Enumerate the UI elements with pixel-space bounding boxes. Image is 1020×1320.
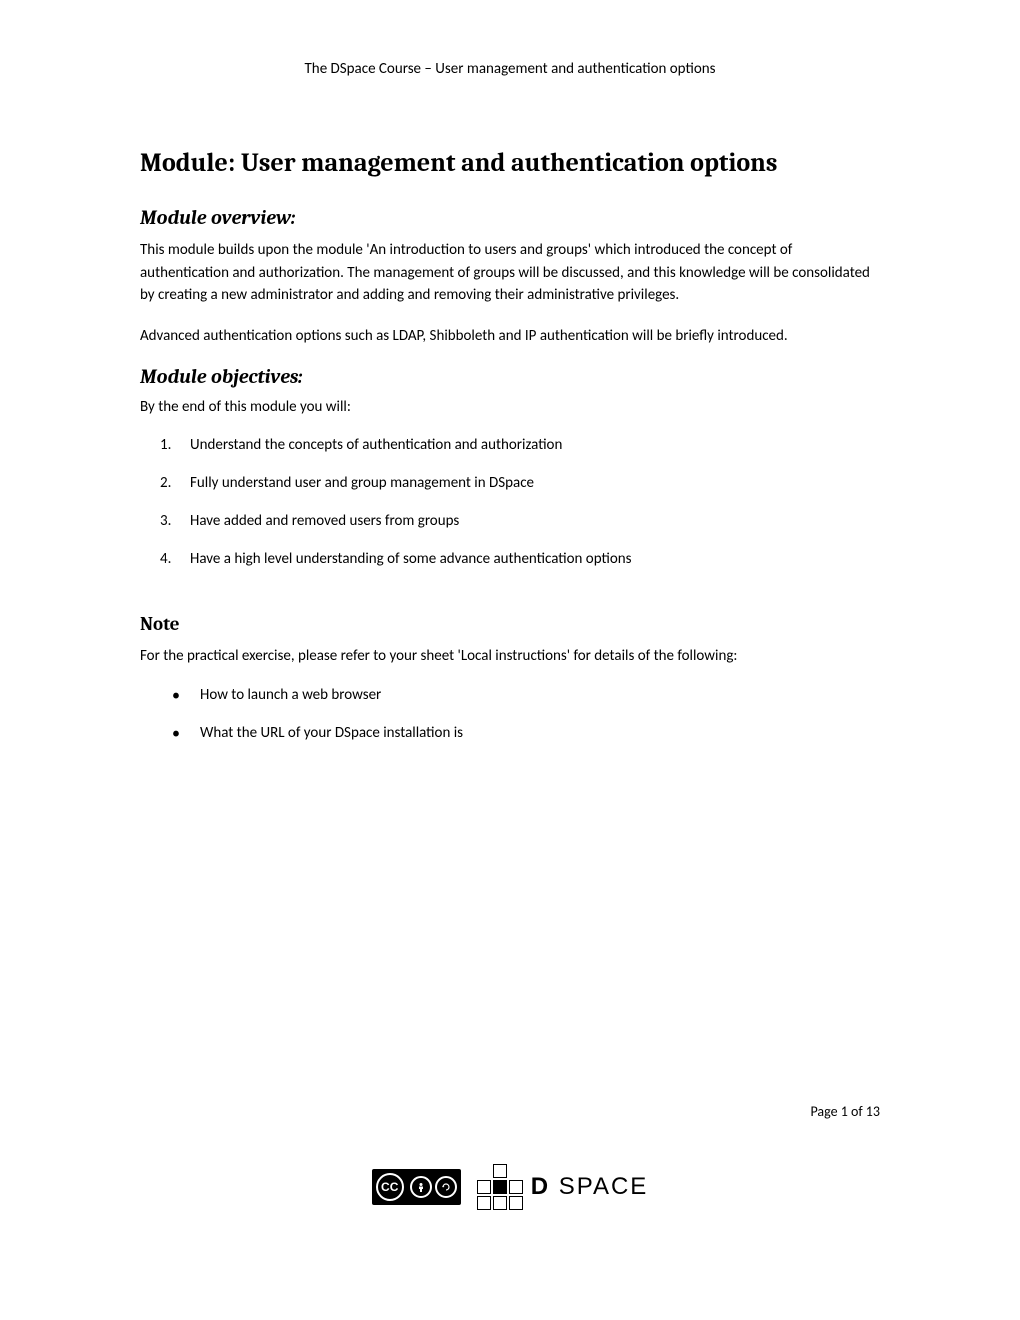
list-item: 2.Fully understand user and group manage… [190, 474, 880, 492]
note-bullet-list: How to launch a web browser What the URL… [140, 686, 880, 742]
cc-sa-icon [435, 1176, 457, 1198]
cc-logo-icon: CC [376, 1173, 404, 1201]
list-item: 3.Have added and removed users from grou… [190, 512, 880, 530]
note-section: Note For the practical exercise, please … [140, 613, 880, 742]
note-paragraph: For the practical exercise, please refer… [140, 645, 880, 668]
list-item: 1.Understand the concepts of authenticat… [190, 436, 880, 454]
list-item: 4.Have a high level understanding of som… [190, 550, 880, 568]
list-item: How to launch a web browser [200, 686, 880, 704]
objectives-list: 1.Understand the concepts of authenticat… [140, 436, 880, 568]
bullet-text: How to launch a web browser [200, 686, 381, 704]
module-title: Module: User management and authenticati… [140, 148, 880, 178]
note-heading: Note [140, 613, 880, 635]
list-item: What the URL of your DSpace installation… [200, 724, 880, 742]
dspace-logo: D SPACE [477, 1164, 649, 1210]
overview-paragraph-2: Advanced authentication options such as … [140, 325, 880, 348]
objectives-heading: Module objectives: [140, 365, 880, 388]
overview-heading: Module overview: [140, 206, 880, 229]
objectives-intro: By the end of this module you will: [140, 398, 880, 416]
objective-text: Fully understand user and group manageme… [190, 474, 534, 492]
footer-logos: CC D SPACE [0, 1164, 1020, 1210]
bullet-text: What the URL of your DSpace installation… [200, 724, 463, 742]
overview-paragraph-1: This module builds upon the module 'An i… [140, 239, 880, 307]
page-number: Page 1 of 13 [810, 1103, 880, 1120]
dspace-d: D [531, 1173, 559, 1200]
objective-text: Have a high level understanding of some … [190, 550, 632, 568]
page-header: The DSpace Course – User management and … [140, 60, 880, 78]
objectives-section: Module objectives: By the end of this mo… [140, 365, 880, 568]
objective-text: Understand the concepts of authenticatio… [190, 436, 562, 454]
cc-by-icon [410, 1176, 432, 1198]
dspace-text: D SPACE [531, 1173, 649, 1201]
cc-license-badge: CC [372, 1169, 461, 1205]
overview-section: Module overview: This module builds upon… [140, 206, 880, 347]
dspace-grid-icon [477, 1164, 523, 1210]
objective-text: Have added and removed users from groups [190, 512, 459, 530]
dspace-space: SPACE [559, 1173, 649, 1200]
